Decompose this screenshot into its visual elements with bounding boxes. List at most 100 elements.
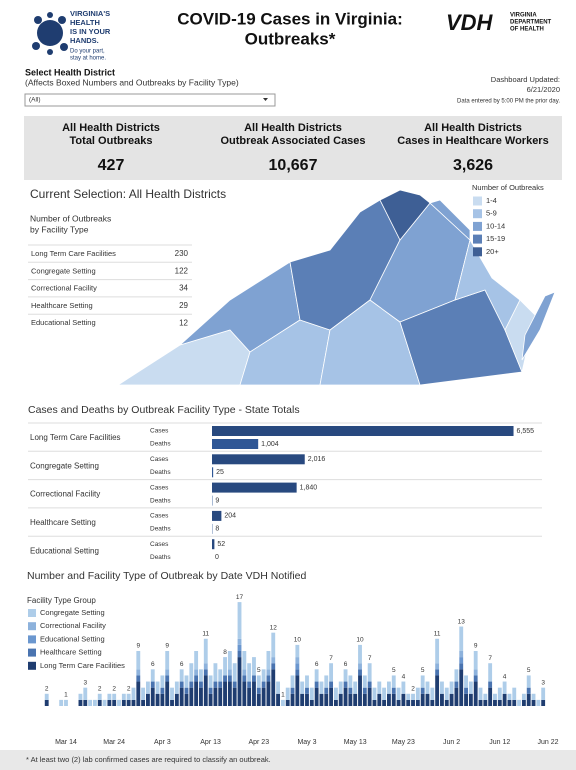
bar-segment <box>160 675 165 688</box>
bar-segment <box>314 681 319 688</box>
bar-segment <box>203 675 208 706</box>
bar-segment <box>290 687 295 694</box>
row-label: Healthcare Setting <box>31 301 93 310</box>
legend-label: 1-4 <box>486 196 497 205</box>
category-label: Congregate Setting <box>30 461 99 470</box>
bar-segment <box>362 693 367 706</box>
bar-segment <box>213 663 218 682</box>
bar-total-label: 2 <box>127 685 131 692</box>
category-label: Long Term Care Facilities <box>30 433 121 442</box>
bar-segment <box>377 681 382 694</box>
value-label: 0 <box>215 554 219 561</box>
bar-segment <box>59 699 64 706</box>
bar-total-label: 5 <box>421 667 425 674</box>
bar-segment <box>440 681 444 694</box>
bar-segment <box>237 651 242 658</box>
bar-segment <box>252 657 256 676</box>
bar-segment <box>285 699 290 706</box>
bar-segment <box>329 681 334 688</box>
bar-segment <box>227 675 232 682</box>
bar-segment <box>295 675 300 706</box>
bar-segment <box>112 699 117 706</box>
bar-segment <box>83 699 88 706</box>
dropdown-box[interactable] <box>24 93 276 107</box>
bar-segment <box>194 669 199 676</box>
bar-segment <box>179 681 184 688</box>
bar-segment <box>44 693 49 700</box>
bar-segment <box>468 693 473 706</box>
logo: VIRGINIA'S HEALTH IS IN YOUR HANDS. Do y… <box>32 9 111 62</box>
bar-segment <box>78 693 83 700</box>
bar-segment <box>338 693 343 706</box>
kpi-label: Outbreak Associated Cases <box>220 135 365 147</box>
bar-segment <box>88 699 93 706</box>
category-label: Correctional Facility <box>30 490 100 499</box>
bar-segment <box>252 681 256 706</box>
legend-swatch <box>28 635 36 644</box>
bar-segment <box>531 693 536 700</box>
bar-segment <box>454 681 459 688</box>
logo-line: HEALTH <box>70 18 100 27</box>
bar-segment <box>464 675 468 688</box>
bar-segment <box>194 681 199 706</box>
bar-segment <box>189 681 194 688</box>
selection-title: Current Selection: All Health Districts <box>30 187 226 201</box>
bar-segment <box>459 657 464 664</box>
bar-segment <box>435 663 440 670</box>
bar-segment <box>517 699 521 706</box>
district-dropdown[interactable]: (All) <box>24 93 276 107</box>
row-label: Long Term Care Facilities <box>31 249 116 258</box>
bar-segment <box>406 693 411 700</box>
bar-segment <box>396 699 401 706</box>
bar-segment <box>189 663 194 682</box>
bar-segment <box>174 681 179 694</box>
row-label: Congregate Setting <box>31 266 96 275</box>
bar <box>212 539 215 550</box>
bar-segment <box>160 687 165 694</box>
dropdown-value[interactable]: (All) <box>29 97 41 104</box>
bar-segment <box>165 675 170 682</box>
series-label: Cases <box>150 513 169 520</box>
bar-total-label: 4 <box>503 673 507 680</box>
bar-segment <box>92 699 97 706</box>
bar-segment <box>295 657 300 664</box>
bar-segment <box>391 675 396 688</box>
bar-total-label: 5 <box>392 667 396 674</box>
dropdown-arrow[interactable] <box>263 98 268 101</box>
bar-segment <box>473 681 478 706</box>
bar-segment <box>541 687 546 700</box>
kpi-label: All Health Districts <box>424 122 522 134</box>
bar-segment <box>459 651 464 658</box>
legend-swatch <box>473 234 482 244</box>
bar-segment <box>358 669 362 676</box>
bar-segment <box>170 687 174 700</box>
bar-segment <box>502 693 507 706</box>
bar-segment <box>247 687 252 706</box>
bar-total-label: 6 <box>315 661 319 668</box>
bar-segment <box>208 687 213 694</box>
bar-segment <box>237 657 242 706</box>
bar-segment <box>112 693 117 700</box>
bar-total-label: 4 <box>402 673 406 680</box>
bar-segment <box>256 693 261 706</box>
bar-segment <box>78 699 83 706</box>
bar <box>212 439 259 449</box>
bar-segment <box>223 681 227 706</box>
bar-segment <box>435 675 440 706</box>
kpi-label: All Health Districts <box>244 122 342 134</box>
category-label: Educational Setting <box>30 546 99 555</box>
series-label: Deaths <box>150 497 171 504</box>
table-title: Number of Outbreaks <box>30 213 111 223</box>
bar-segment <box>261 687 266 706</box>
kpi-panel <box>24 116 562 180</box>
bar-segment <box>488 681 493 688</box>
bar-segment <box>314 687 319 706</box>
series-label: Cases <box>150 428 169 435</box>
bar-segment <box>136 681 141 706</box>
bar-segment <box>353 693 358 706</box>
x-tick-label: Apr 3 <box>154 739 171 746</box>
bar-segment <box>247 681 252 688</box>
value-label: 1,840 <box>300 484 318 491</box>
bar-segment <box>324 687 329 694</box>
legend-label: Correctional Facility <box>40 621 106 630</box>
